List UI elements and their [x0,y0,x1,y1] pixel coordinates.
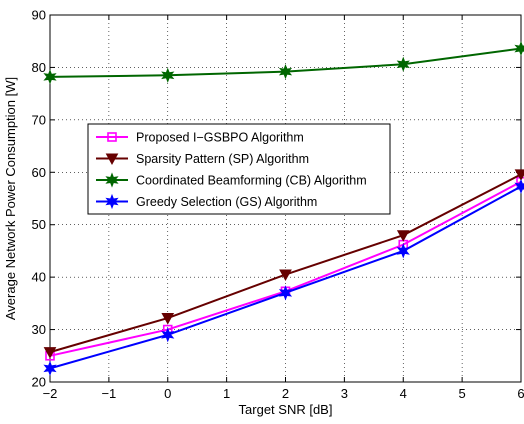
y-tick-label: 50 [32,217,46,232]
legend: Proposed I−GSBPO Algorithm Sparsity Patte… [87,123,391,215]
data-point [396,56,410,72]
data-point [43,360,57,376]
data-point [396,230,410,242]
legend-label: Coordinated Beamforming (CB) Algorithm [136,174,367,188]
data-point [161,313,175,325]
legend-marker [105,193,119,210]
data-point [43,69,57,85]
y-tick-label: 30 [32,322,46,337]
data-point [279,269,292,282]
legend-marker [105,172,119,188]
x-tick-label: 1 [223,386,230,401]
x-tick-label: 5 [459,386,466,401]
x-tick-label: 0 [164,386,171,401]
legend-marker [105,153,119,166]
x-tick-label: −2 [43,386,58,401]
x-tick-label: 6 [517,386,524,401]
data-point [514,178,524,195]
series-4 [43,178,524,376]
legend-box [87,123,391,215]
x-tick-label: −1 [101,386,116,401]
data-point [43,347,57,359]
x-axis-label: Target SNR [dB] [239,402,333,417]
x-tick-label: 4 [400,386,407,401]
legend-marker [107,132,117,142]
data-point [396,243,410,259]
legend-label: Sparsity Pattern (SP) Algorithm [136,152,309,166]
series-3 [43,40,524,85]
y-tick-label: 90 [32,8,46,23]
data-point [161,327,175,343]
legend-label: Greedy Selection (GS) Algorithm [136,195,317,209]
axis-ticks: −2 −1 0 1 2 3 4 5 6 20 30 40 50 60 70 80 90 [32,8,524,402]
x-tick-label: 3 [341,386,348,401]
legend-label: Proposed I−GSBPO Algorithm [136,131,304,145]
x-tick-label: 2 [282,386,289,401]
y-tick-label: 80 [32,60,46,75]
y-tick-label: 40 [32,270,46,285]
y-tick-label: 60 [32,165,46,180]
data-point [278,64,293,80]
data-point [514,40,524,57]
data-point [278,285,293,301]
y-tick-label: 70 [32,112,46,127]
data-point [161,67,175,83]
y-axis-label: Average Network Power Consumption [W] [3,77,18,320]
y-tick-label: 20 [32,375,46,390]
